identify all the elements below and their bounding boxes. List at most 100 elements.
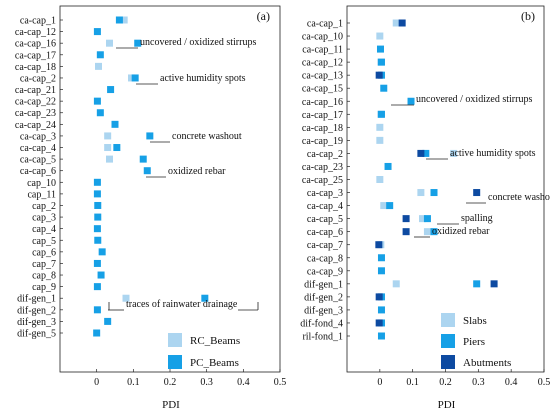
data-point-piers [380, 84, 388, 92]
legend-swatch [168, 355, 182, 369]
x-axis-label: PDI [438, 399, 456, 411]
y-tick-label: ca-cap_13 [302, 71, 343, 82]
y-tick-label: ca-cap_3 [307, 188, 343, 199]
data-point-pc_beams [115, 16, 123, 24]
data-point-piers [377, 110, 385, 118]
data-point-rc_beams [122, 294, 130, 302]
x-tick-label: 0.5 [538, 377, 550, 388]
y-tick-label: ca-cap_15 [302, 84, 343, 95]
data-point-slabs [423, 228, 431, 236]
data-point-piers [423, 215, 431, 223]
y-tick-label: ca-cap_3 [20, 131, 56, 142]
data-point-rc_beams [128, 74, 135, 82]
data-point-pc_beams [131, 74, 139, 82]
panel-label: (a) [257, 9, 270, 23]
y-tick-label: ca-cap_2 [307, 149, 343, 160]
y-tick-label: ca-cap_9 [307, 266, 343, 277]
annotation-label: active humidity spots [160, 73, 246, 84]
data-point-pc_beams [96, 51, 104, 59]
data-point-pc_beams [104, 317, 112, 325]
data-point-slabs [376, 136, 384, 144]
data-point-abutments [375, 319, 383, 327]
plot-frame [59, 5, 281, 373]
x-tick-label: 0.1 [406, 377, 419, 388]
legend-swatch [441, 334, 455, 348]
data-point-slabs [419, 215, 427, 223]
y-tick-label: ca-cap_23 [15, 108, 56, 119]
y-tick-label: cap_7 [32, 259, 56, 270]
y-tick-label: dif-gen_5 [17, 329, 56, 340]
legend-label: PC_Beams [190, 357, 239, 369]
annotation-label: uncovered / oxidized stirrups [140, 37, 256, 48]
data-point-pc_beams [94, 201, 102, 209]
data-point-pc_beams [96, 109, 104, 117]
annotation-label: concrete washout [488, 192, 550, 203]
data-point-abutments [398, 19, 406, 27]
y-tick-label: cap_9 [32, 282, 56, 293]
x-tick-label: 0 [377, 377, 382, 388]
y-tick-label: cap_6 [32, 247, 56, 258]
data-point-pc_beams [139, 155, 147, 163]
data-point-abutments [375, 71, 383, 79]
data-point-pc_beams [146, 132, 154, 140]
data-point-pc_beams [93, 306, 101, 314]
x-tick-label: 0.4 [505, 377, 518, 388]
y-tick-label: ca-cap_4 [307, 201, 343, 212]
data-point-slabs [380, 202, 388, 210]
y-tick-label: ca-cap_10 [302, 32, 343, 43]
y-tick-label: ca-cap_1 [307, 19, 343, 30]
y-tick-label: dif-fond_4 [300, 318, 343, 329]
legend-label: RC_Beams [190, 335, 240, 347]
data-point-slabs [417, 189, 425, 197]
data-point-rc_beams [106, 155, 113, 163]
y-tick-label: ca-cap_2 [20, 73, 56, 84]
y-tick-label: ca-cap_25 [302, 175, 343, 186]
data-point-abutments [375, 293, 383, 301]
data-point-piers [386, 202, 394, 210]
data-point-abutments [402, 215, 410, 223]
data-point-slabs [392, 19, 400, 27]
x-tick-label: 0.3 [200, 377, 213, 388]
x-tick-label: 0 [94, 377, 99, 388]
data-point-piers [377, 332, 385, 340]
data-point-piers [473, 280, 481, 288]
legend-label: Abutments [463, 357, 511, 369]
data-point-pc_beams [134, 39, 142, 47]
y-tick-label: dif-gen_2 [304, 292, 343, 303]
data-point-pc_beams [113, 144, 121, 152]
data-point-piers [377, 267, 385, 275]
annotation-label: spalling [461, 213, 493, 224]
y-tick-label: ca-cap_17 [302, 110, 343, 121]
data-point-pc_beams [94, 213, 102, 221]
y-tick-label: ca-cap_16 [15, 39, 56, 50]
data-point-piers [377, 58, 385, 66]
data-point-pc_beams [93, 28, 101, 36]
y-tick-label: ca-cap_6 [307, 227, 343, 238]
y-tick-label: ca-cap_11 [302, 45, 343, 56]
legend-swatch [168, 333, 182, 347]
y-tick-label: ca-cap_6 [20, 166, 56, 177]
y-tick-label: ca-cap_8 [307, 253, 343, 264]
y-tick-label: dif-gen_3 [304, 305, 343, 316]
data-point-abutments [473, 189, 481, 197]
data-point-slabs [376, 32, 384, 40]
annotation-label: oxidized rebar [168, 166, 226, 177]
y-tick-label: ca-cap_21 [15, 85, 56, 96]
y-tick-label: dif-gen_2 [17, 305, 56, 316]
data-point-pc_beams [93, 259, 101, 267]
y-tick-label: cap_11 [27, 189, 56, 200]
annotation-label: concrete washout [172, 131, 242, 142]
x-tick-label: 0.2 [164, 377, 177, 388]
y-tick-label: ca-cap_22 [15, 97, 56, 108]
y-tick-label: ril-fond_1 [302, 332, 343, 343]
data-point-abutments [490, 280, 498, 288]
data-point-pc_beams [107, 86, 115, 94]
y-tick-label: cap_3 [32, 213, 56, 224]
data-point-pc_beams [93, 97, 101, 105]
data-point-rc_beams [104, 132, 112, 140]
y-tick-label: cap_10 [27, 178, 56, 189]
y-tick-label: cap_5 [32, 236, 56, 247]
y-tick-label: ca-cap_17 [15, 50, 56, 61]
data-point-rc_beams [120, 16, 128, 24]
y-tick-label: ca-cap_5 [20, 155, 56, 166]
